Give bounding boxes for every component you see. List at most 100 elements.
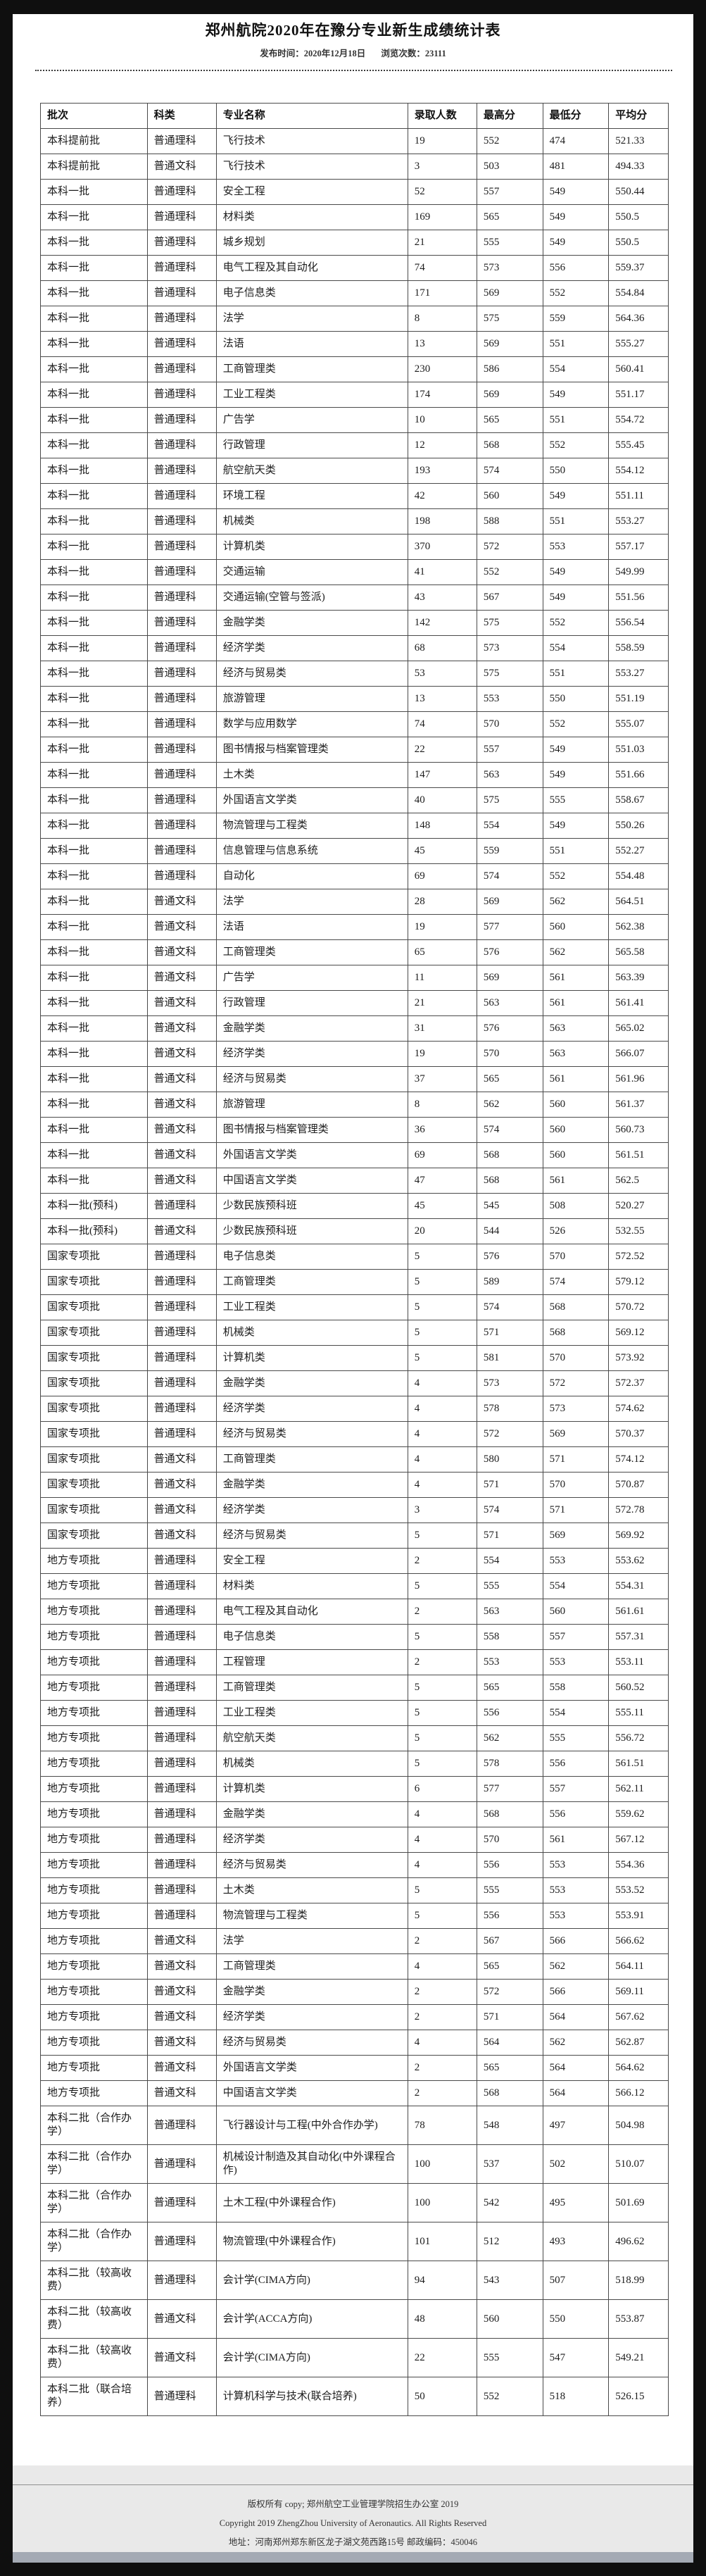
cell-count: 12 bbox=[407, 432, 477, 458]
cell-major: 经济学类 bbox=[215, 1497, 408, 1523]
cell-min-score: 558 bbox=[542, 1675, 610, 1701]
cell-batch: 本科二批（较高收费） bbox=[40, 2299, 148, 2339]
cell-min-score: 555 bbox=[542, 1725, 610, 1751]
cell-avg-score: 555.11 bbox=[608, 1700, 669, 1726]
table-row: 本科一批 普通理科 电气工程及其自动化 74 573 556 559.37 bbox=[40, 255, 669, 281]
cell-count: 45 bbox=[407, 1193, 477, 1219]
cell-avg-score: 565.02 bbox=[608, 1015, 669, 1042]
table-row: 本科一批 普通理科 交通运输 41 552 549 549.99 bbox=[40, 559, 669, 585]
cell-major: 自动化 bbox=[215, 863, 408, 889]
cell-avg-score: 566.07 bbox=[608, 1041, 669, 1067]
cell-major: 电子信息类 bbox=[215, 280, 408, 306]
cell-count: 4 bbox=[407, 1370, 477, 1396]
cell-max-score: 569 bbox=[476, 280, 543, 306]
cell-category: 普通理科 bbox=[146, 2106, 217, 2145]
cell-major: 电子信息类 bbox=[215, 1244, 408, 1270]
cell-avg-score: 560.73 bbox=[608, 1117, 669, 1143]
table-row: 本科一批 普通文科 行政管理 21 563 561 561.41 bbox=[40, 990, 669, 1016]
table-row: 国家专项批 普通理科 计算机类 5 581 570 573.92 bbox=[40, 1345, 669, 1371]
cell-category: 普通文科 bbox=[146, 2055, 217, 2081]
cell-max-score: 573 bbox=[476, 1370, 543, 1396]
cell-category: 普通文科 bbox=[146, 1142, 217, 1168]
table-row: 本科一批 普通理科 工商管理类 230 586 554 560.41 bbox=[40, 356, 669, 382]
table-row: 国家专项批 普通理科 经济学类 4 578 573 574.62 bbox=[40, 1396, 669, 1422]
cell-count: 5 bbox=[407, 1675, 477, 1701]
table-row: 国家专项批 普通理科 电子信息类 5 576 570 572.52 bbox=[40, 1244, 669, 1270]
cell-category: 普通理科 bbox=[146, 838, 217, 864]
table-row: 国家专项批 普通文科 经济与贸易类 5 571 569 569.92 bbox=[40, 1523, 669, 1549]
cell-count: 74 bbox=[407, 255, 477, 281]
cell-min-score: 560 bbox=[542, 1142, 610, 1168]
cell-min-score: 551 bbox=[542, 661, 610, 687]
cell-max-score: 567 bbox=[476, 1928, 543, 1954]
cell-max-score: 556 bbox=[476, 1700, 543, 1726]
cell-count: 5 bbox=[407, 1345, 477, 1371]
cell-major: 法语 bbox=[215, 914, 408, 940]
cell-major: 图书情报与档案管理类 bbox=[215, 737, 408, 763]
cell-count: 230 bbox=[407, 356, 477, 382]
cell-major: 飞行技术 bbox=[215, 154, 408, 180]
cell-category: 普通理科 bbox=[146, 1877, 217, 1903]
cell-count: 36 bbox=[407, 1117, 477, 1143]
cell-avg-score: 561.96 bbox=[608, 1066, 669, 1092]
cell-max-score: 554 bbox=[476, 813, 543, 839]
table-row: 本科二批（联合培养） 普通理科 计算机科学与技术(联合培养) 50 552 518 526.… bbox=[40, 2377, 669, 2416]
table-row: 地方专项批 普通文科 中国语言文学类 2 568 564 566.12 bbox=[40, 2080, 669, 2106]
cell-avg-score: 550.5 bbox=[608, 204, 669, 230]
table-row: 本科一批(预科) 普通理科 少数民族预科班 45 545 508 520.27 bbox=[40, 1193, 669, 1219]
cell-max-score: 543 bbox=[476, 2261, 543, 2300]
cell-max-score: 555 bbox=[476, 2338, 543, 2377]
table-row: 地方专项批 普通文科 经济与贸易类 4 564 562 562.87 bbox=[40, 2030, 669, 2056]
cell-major: 少数民族预科班 bbox=[215, 1218, 408, 1244]
cell-max-score: 556 bbox=[476, 1852, 543, 1878]
cell-major: 电气工程及其自动化 bbox=[215, 255, 408, 281]
cell-max-score: 552 bbox=[476, 128, 543, 154]
publish-time-value: 2020年12月18日 bbox=[303, 49, 366, 58]
cell-count: 47 bbox=[407, 1168, 477, 1194]
cell-batch: 本科一批 bbox=[40, 1092, 148, 1118]
cell-avg-score: 521.33 bbox=[608, 128, 669, 154]
column-header-major: 专业名称 bbox=[215, 103, 408, 129]
table-row: 本科一批 普通理科 物流管理与工程类 148 554 549 550.26 bbox=[40, 813, 669, 839]
cell-major: 金融学类 bbox=[215, 1801, 408, 1827]
cell-batch: 本科一批 bbox=[40, 939, 148, 965]
cell-avg-score: 504.98 bbox=[608, 2106, 669, 2145]
cell-batch: 本科二批（较高收费） bbox=[40, 2338, 148, 2377]
cell-count: 101 bbox=[407, 2222, 477, 2261]
table-row: 本科一批 普通理科 机械类 198 588 551 553.27 bbox=[40, 508, 669, 534]
cell-count: 100 bbox=[407, 2183, 477, 2222]
cell-major: 会计学(ACCA方向) bbox=[215, 2299, 408, 2339]
cell-max-score: 574 bbox=[476, 1497, 543, 1523]
cell-min-score: 554 bbox=[542, 1700, 610, 1726]
cell-major: 机械类 bbox=[215, 1751, 408, 1777]
cell-avg-score: 551.17 bbox=[608, 382, 669, 408]
cell-count: 68 bbox=[407, 635, 477, 661]
cell-min-score: 552 bbox=[542, 280, 610, 306]
cell-category: 普通理科 bbox=[146, 1320, 217, 1346]
cell-major: 安全工程 bbox=[215, 1548, 408, 1574]
column-header-category: 科类 bbox=[146, 103, 217, 129]
cell-major: 法语 bbox=[215, 331, 408, 357]
cell-max-score: 548 bbox=[476, 2106, 543, 2145]
table-row: 地方专项批 普通理科 经济学类 4 570 561 567.12 bbox=[40, 1827, 669, 1853]
cell-max-score: 557 bbox=[476, 179, 543, 205]
cell-batch: 本科一批 bbox=[40, 686, 148, 712]
cell-major: 航空航天类 bbox=[215, 1725, 408, 1751]
cell-count: 5 bbox=[407, 1294, 477, 1320]
cell-min-score: 551 bbox=[542, 838, 610, 864]
cell-batch: 本科一批 bbox=[40, 432, 148, 458]
cell-max-score: 552 bbox=[476, 2377, 543, 2416]
cell-min-score: 570 bbox=[542, 1345, 610, 1371]
cell-max-score: 581 bbox=[476, 1345, 543, 1371]
table-row: 本科二批（较高收费） 普通文科 会计学(ACCA方向) 48 560 550 553.87 bbox=[40, 2299, 669, 2339]
cell-max-score: 568 bbox=[476, 1142, 543, 1168]
cell-count: 370 bbox=[407, 534, 477, 560]
cell-avg-score: 559.37 bbox=[608, 255, 669, 281]
cell-category: 普通理科 bbox=[146, 230, 217, 256]
cell-min-score: 570 bbox=[542, 1472, 610, 1498]
cell-avg-score: 562.11 bbox=[608, 1776, 669, 1802]
views-value: 23111 bbox=[424, 49, 446, 58]
cell-avg-score: 564.62 bbox=[608, 2055, 669, 2081]
cell-min-score: 549 bbox=[542, 179, 610, 205]
cell-batch: 本科一批 bbox=[40, 508, 148, 534]
